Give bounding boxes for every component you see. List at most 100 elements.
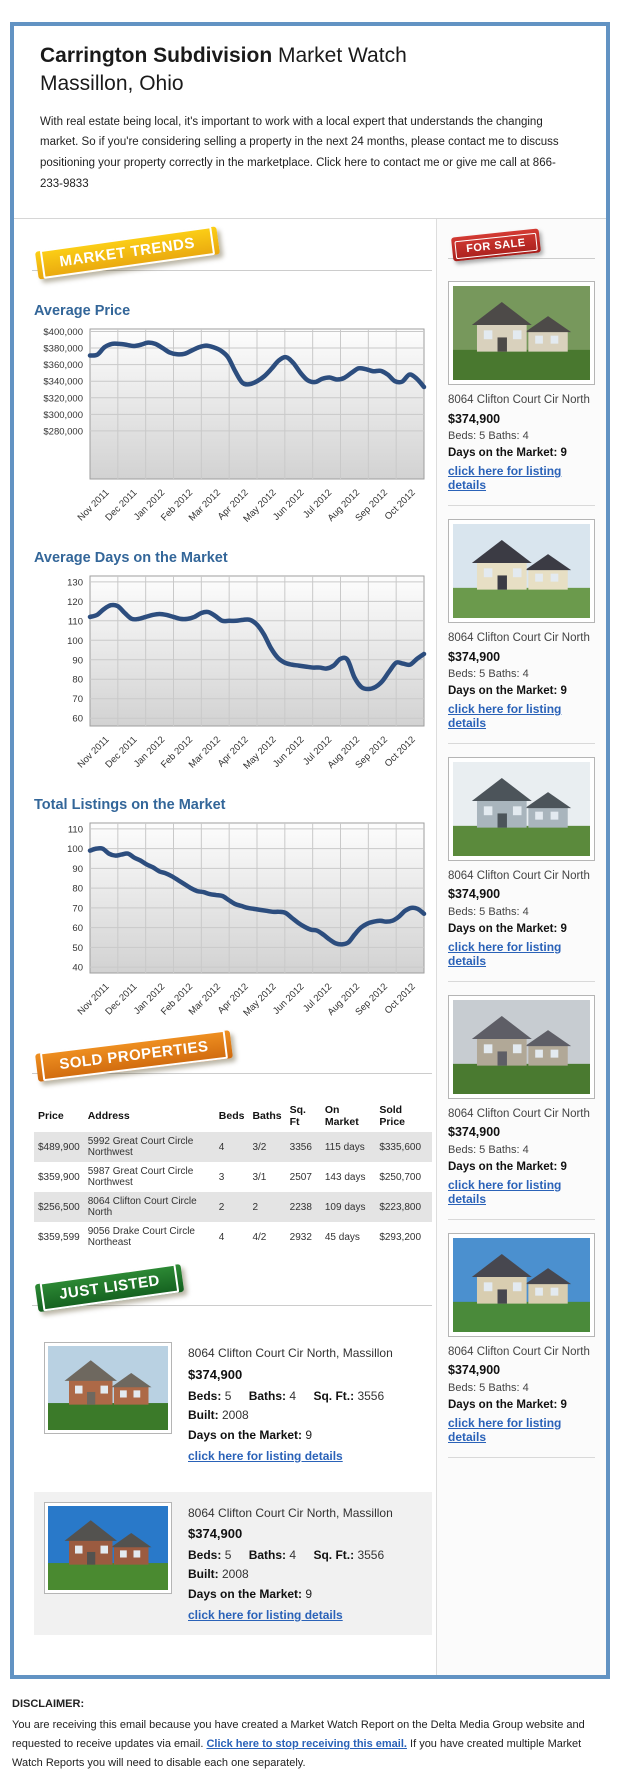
svg-text:60: 60 [72,714,83,725]
svg-text:100: 100 [67,636,83,647]
table-cell: 5992 Great Court Circle Northwest [87,1136,194,1159]
listing-address: 8064 Clifton Court Cir North [448,394,590,407]
intro-paragraph: With real estate being local, it's impor… [40,115,559,190]
for-sale-section-head: FOR SALE [448,228,595,267]
listing-photo [448,994,595,1099]
table-cell: 143 days [324,1171,366,1183]
table-cell: 3 [218,1171,225,1183]
table-cell: $359,900 [38,1171,80,1183]
listing-address: 8064 Clifton Court Cir North, Massillon [188,1505,393,1520]
listing-price: $374,900 [448,649,501,664]
table-cell: 45 days [324,1231,360,1243]
baths-value: 4 [289,1548,297,1563]
table-row: $256,500 8064 Clifton Court Circle North… [34,1192,432,1223]
svg-text:$320,000: $320,000 [43,394,83,405]
listing-photo [448,1232,595,1337]
table-cell: $335,600 [379,1141,422,1153]
unsubscribe-link[interactable]: Click here to stop receiving this email. [206,1738,407,1751]
for-sale-badge: FOR SALE [450,228,541,262]
table-cell: 2932 [289,1231,312,1243]
table-cell: 5987 Great Court Circle Northwest [87,1166,194,1189]
svg-text:$400,000: $400,000 [43,327,83,338]
section-divider [32,1073,432,1075]
just-listed-item: 8064 Clifton Court Cir North, Massillon … [34,1332,432,1475]
listing-photo [448,757,595,862]
col-header-sqft: Sq. Ft [289,1104,306,1129]
table-cell: $223,800 [379,1201,422,1213]
table-cell: 3356 [289,1141,312,1153]
listing-address: 8064 Clifton Court Cir North, Massillon [188,1346,393,1361]
listing-details-link[interactable]: click here for listing details [448,702,562,731]
table-row: $359,599 9056 Drake Court Circle Northea… [34,1222,432,1253]
svg-text:Jun 2012: Jun 2012 [271,488,306,523]
listing-address: 8064 Clifton Court Cir North [448,1345,590,1358]
avg-days-title: Average Days on the Market [34,550,228,567]
svg-text:110: 110 [68,617,83,628]
svg-text:90: 90 [72,656,83,667]
listing-days: Days on the Market: 9 [448,923,567,936]
baths-value: 4 [289,1389,297,1404]
listing-info: 8064 Clifton Court Cir North, Massillon … [188,1342,422,1465]
svg-text:Jun 2012: Jun 2012 [271,735,306,770]
svg-text:80: 80 [72,884,83,895]
listing-info: 8064 Clifton Court Cir North, Massillon … [188,1502,422,1625]
listing-details-link[interactable]: click here for listing details [188,1608,343,1623]
section-divider [448,258,595,260]
built-label: Built: [188,1566,219,1581]
col-header-address: Address [87,1110,130,1123]
beds-label: Beds: [188,1389,222,1404]
col-header-onmarket: On Market [324,1104,359,1129]
table-cell: 2507 [289,1171,312,1183]
beds-label: Beds: [188,1548,222,1563]
disclaimer-heading: DISCLAIMER: [12,1697,85,1710]
svg-text:100: 100 [67,845,83,856]
listing-price: $374,900 [188,1366,243,1382]
page-title: Carrington Subdivision Market Watch [40,42,580,70]
table-header-row: Price Address Beds Baths Sq. Ft On Marke… [34,1100,432,1132]
listing-details-link[interactable]: click here for listing details [448,464,562,493]
table-cell: 2 [252,1201,259,1213]
content-columns: MARKET TRENDS Average Price $400,000 $380… [14,218,606,1675]
listing-days: Days on the Market: 9 [188,1585,422,1604]
col-header-beds: Beds [218,1110,245,1123]
table-cell: $359,599 [38,1231,80,1243]
avg-price-chart: $400,000 $380,000 $360,000 $340,000 $320,000… [32,325,432,530]
listing-details-link[interactable]: click here for listing details [448,1415,562,1444]
listing-days: Days on the Market: 9 [188,1426,422,1445]
svg-text:120: 120 [67,597,83,608]
days-value: 9 [305,1587,313,1602]
svg-text:70: 70 [72,695,83,706]
col-header-soldprice: Sold Price [379,1104,405,1129]
listing-details-link[interactable]: click here for listing details [448,1177,562,1206]
sqft-value: 3556 [357,1548,385,1563]
for-sale-badge-label: FOR SALE [454,233,538,260]
listing-address: 8064 Clifton Court Cir North [448,870,590,883]
listing-beds-baths: Beds: 5 Baths: 4 [448,668,529,681]
listing-details-link[interactable]: click here for listing details [448,939,562,968]
col-header-price: Price [38,1110,64,1123]
listing-photo [44,1501,172,1594]
listing-price: $374,900 [448,1125,501,1140]
listing-days: Days on the Market: 9 [448,685,567,698]
svg-text:40: 40 [72,963,83,974]
table-cell: $489,900 [38,1141,80,1153]
svg-text:80: 80 [72,675,83,686]
table-cell: 4/2 [252,1231,267,1243]
beds-value: 5 [224,1548,232,1563]
listing-price: $374,900 [448,411,501,426]
listing-beds-baths: Beds: 5 Baths: 4 [448,430,529,443]
main-column: MARKET TRENDS Average Price $400,000 $380… [14,219,436,1674]
listing-specs: Beds: 5 Baths: 4 Sq. Ft.: 3556 Built: 20… [188,1387,422,1424]
just-listed-item: 8064 Clifton Court Cir North, Massillon … [34,1491,432,1635]
table-cell: 115 days [324,1141,365,1153]
listing-address: 8064 Clifton Court Cir North [448,1107,590,1120]
sqft-label: Sq. Ft.: [313,1548,355,1563]
listing-specs: Beds: 5 Baths: 4 Sq. Ft.: 3556 Built: 20… [188,1546,422,1583]
email-header: Carrington Subdivision Market Watch Mass… [14,26,606,204]
disclaimer-text: You are receiving this email because you… [12,1716,606,1774]
listing-details-link[interactable]: click here for listing details [188,1448,343,1463]
table-row: $359,900 5987 Great Court Circle Northwe… [34,1162,432,1193]
sqft-label: Sq. Ft.: [313,1389,355,1404]
svg-text:110: 110 [68,825,83,836]
svg-text:$360,000: $360,000 [43,361,83,372]
